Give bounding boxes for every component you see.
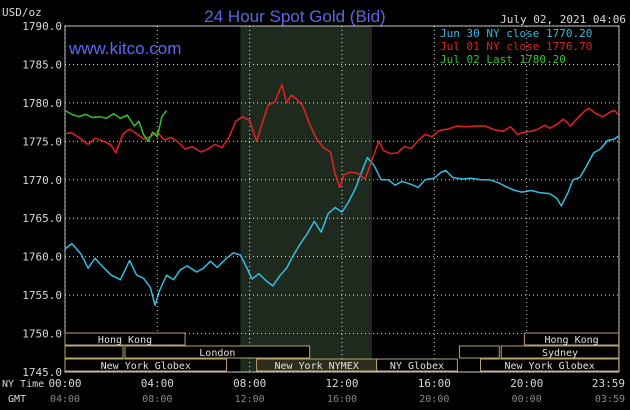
x-tick-label-gmt: 04:00 xyxy=(50,394,80,405)
x-axis-label-gmt: GMT xyxy=(8,394,26,405)
y-tick-label: 1790.0 xyxy=(22,20,62,33)
session-label: Sydney xyxy=(542,348,578,359)
date-stamp: July 02, 2021 04:06 xyxy=(500,13,626,26)
x-tick-label-gmt: 12:00 xyxy=(235,394,265,405)
x-tick-label-gmt: 16:00 xyxy=(327,394,357,405)
kitco-watermark: www.kitco.com xyxy=(68,39,181,58)
legend-series-jul01: Jul 01 NY close 1776.70 xyxy=(440,40,592,53)
session-bar xyxy=(376,358,458,372)
session-label: New York Globex xyxy=(504,361,594,372)
x-tick-label-ny: 04:00 xyxy=(141,377,174,390)
y-tick-label: 1755.0 xyxy=(22,289,62,302)
x-tick-label-gmt: 08:00 xyxy=(142,394,172,405)
x-tick-label-ny: 20:00 xyxy=(510,377,543,390)
session-bar xyxy=(124,345,311,359)
y-tick-label: 1750.0 xyxy=(22,328,62,341)
session-bar xyxy=(480,358,620,372)
legend: Jun 30 NY close 1770.20 Jul 01 NY close … xyxy=(440,27,592,66)
y-tick-label: 1760.0 xyxy=(22,251,62,264)
session-stub xyxy=(64,345,124,359)
x-tick-label-ny: 23:59 xyxy=(592,377,625,390)
legend-series-jun30: Jun 30 NY close 1770.20 xyxy=(440,27,592,40)
y-tick-label: 1780.0 xyxy=(22,97,62,110)
y-tick-label: 1785.0 xyxy=(22,58,62,71)
x-axis-label-ny: NY Time xyxy=(2,379,44,390)
session-label: London xyxy=(199,348,235,359)
session-label: Hong Kong xyxy=(98,335,152,346)
x-tick-label-gmt: 00:00 xyxy=(512,394,542,405)
series-line-2 xyxy=(64,109,168,143)
units-label: USD/oz xyxy=(2,6,42,19)
x-tick-label-gmt: 20:00 xyxy=(419,394,449,405)
x-tick-label-ny: 16:00 xyxy=(418,377,451,390)
session-label: New York NYMEX xyxy=(274,361,358,372)
session-label: NY Globex xyxy=(390,361,444,372)
session-label: New York Globex xyxy=(101,361,191,372)
x-tick-label-gmt: 03:59 xyxy=(595,394,625,405)
session-bar xyxy=(500,345,620,359)
session-stub xyxy=(458,345,500,359)
y-tick-label: 1745.0 xyxy=(22,366,62,379)
session-bar xyxy=(64,332,186,346)
chart-title: 24 Hour Spot Gold (Bid) xyxy=(204,7,385,26)
series-line-0 xyxy=(64,135,619,306)
x-tick-label-ny: 12:00 xyxy=(325,377,358,390)
y-tick-label: 1770.0 xyxy=(22,174,62,187)
legend-series-jul02: Jul 02 Last 1780.20 xyxy=(440,53,566,66)
session-bar xyxy=(64,358,228,372)
session-bar xyxy=(523,332,620,346)
y-tick-label: 1775.0 xyxy=(22,135,62,148)
x-tick-label-ny: 08:00 xyxy=(233,377,266,390)
x-tick-label-ny: 00:00 xyxy=(48,377,81,390)
y-tick-label: 1765.0 xyxy=(22,212,62,225)
session-label: Hong Kong xyxy=(544,335,598,346)
series-line-1 xyxy=(64,83,620,189)
highlight-window xyxy=(240,26,373,372)
